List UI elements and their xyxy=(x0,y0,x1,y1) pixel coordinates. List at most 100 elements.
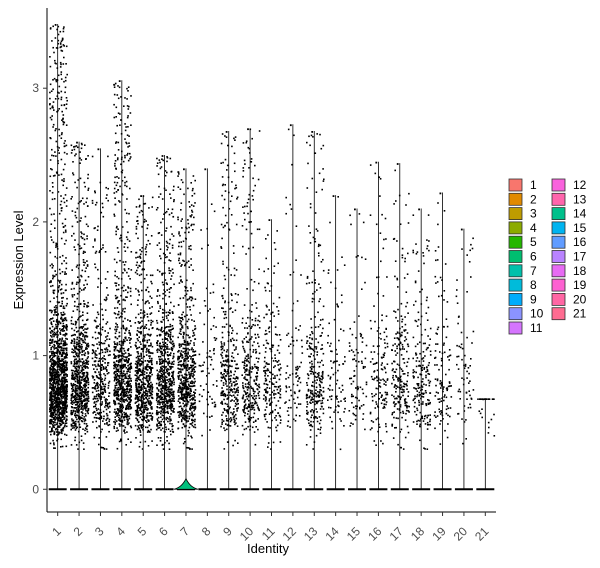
data-point xyxy=(141,411,144,414)
data-point xyxy=(169,333,172,336)
data-point xyxy=(160,234,163,236)
data-point xyxy=(114,421,117,424)
data-point xyxy=(159,161,161,164)
data-point xyxy=(78,430,80,433)
data-point xyxy=(138,255,141,258)
data-point xyxy=(116,296,119,299)
data-point xyxy=(141,210,144,213)
data-point xyxy=(71,294,74,296)
data-point xyxy=(160,367,162,369)
data-point xyxy=(127,438,129,440)
data-point xyxy=(120,158,123,160)
data-point xyxy=(136,361,139,363)
data-point xyxy=(171,233,173,235)
data-point xyxy=(77,387,79,389)
data-point xyxy=(119,380,121,382)
data-point xyxy=(163,395,166,398)
data-point xyxy=(141,247,144,249)
data-point xyxy=(102,367,105,369)
data-point xyxy=(127,419,129,422)
data-point xyxy=(53,309,56,311)
data-point xyxy=(71,390,74,393)
data-point xyxy=(138,274,141,277)
data-point xyxy=(173,381,175,384)
data-point xyxy=(52,79,54,81)
data-point xyxy=(127,352,130,355)
data-point xyxy=(75,358,78,360)
data-point xyxy=(171,328,174,330)
data-point xyxy=(124,317,126,320)
data-point xyxy=(162,448,165,450)
data-point xyxy=(75,360,78,363)
data-point xyxy=(129,368,131,371)
data-point xyxy=(103,415,105,418)
data-point xyxy=(148,339,151,341)
data-point xyxy=(54,62,56,64)
data-point xyxy=(183,400,186,402)
data-point xyxy=(137,383,139,385)
data-point xyxy=(80,315,82,317)
data-point xyxy=(122,261,125,263)
data-point xyxy=(62,386,64,389)
data-point xyxy=(162,401,164,404)
data-point xyxy=(127,375,130,377)
data-point xyxy=(60,378,63,380)
data-point xyxy=(51,402,53,404)
data-point xyxy=(72,378,74,380)
data-point xyxy=(169,418,172,420)
data-point xyxy=(84,413,87,415)
data-point xyxy=(115,230,117,233)
data-point xyxy=(59,345,62,348)
data-point xyxy=(52,430,54,432)
data-point xyxy=(53,292,55,295)
data-point xyxy=(94,263,96,265)
data-point xyxy=(64,433,66,436)
data-point xyxy=(70,402,72,404)
data-point xyxy=(135,412,138,414)
data-point xyxy=(169,238,171,241)
data-point xyxy=(145,288,148,291)
data-point xyxy=(124,261,127,263)
data-point xyxy=(50,411,53,414)
data-point xyxy=(169,388,171,391)
data-point xyxy=(149,243,151,245)
data-point xyxy=(181,325,184,327)
data-point xyxy=(142,214,144,216)
data-point xyxy=(94,227,96,229)
data-point xyxy=(145,234,147,236)
data-point xyxy=(63,341,66,344)
data-point xyxy=(118,440,121,443)
data-point xyxy=(117,301,119,304)
data-point xyxy=(51,317,54,319)
data-point xyxy=(56,95,59,97)
data-point xyxy=(135,378,138,380)
data-point xyxy=(50,334,52,337)
data-point xyxy=(169,331,172,334)
data-point xyxy=(49,355,52,357)
data-point xyxy=(51,371,54,373)
data-point xyxy=(126,394,128,397)
data-point xyxy=(75,401,77,403)
data-point xyxy=(171,405,174,407)
data-point xyxy=(129,187,131,190)
data-point xyxy=(130,391,133,394)
data-point xyxy=(58,108,60,110)
data-point xyxy=(94,204,97,206)
data-point xyxy=(60,399,63,401)
data-point xyxy=(91,199,94,202)
data-point xyxy=(140,363,142,365)
data-point xyxy=(156,342,158,344)
data-point xyxy=(192,405,194,408)
data-point xyxy=(94,364,96,366)
data-point xyxy=(101,446,103,449)
data-point xyxy=(139,341,141,343)
data-point xyxy=(82,374,85,377)
data-point xyxy=(168,213,171,216)
data-point xyxy=(180,420,183,423)
data-point xyxy=(151,373,153,376)
data-point xyxy=(149,334,151,337)
data-point xyxy=(118,376,120,378)
data-point xyxy=(59,322,62,324)
data-point xyxy=(163,262,166,264)
data-point xyxy=(50,90,53,92)
